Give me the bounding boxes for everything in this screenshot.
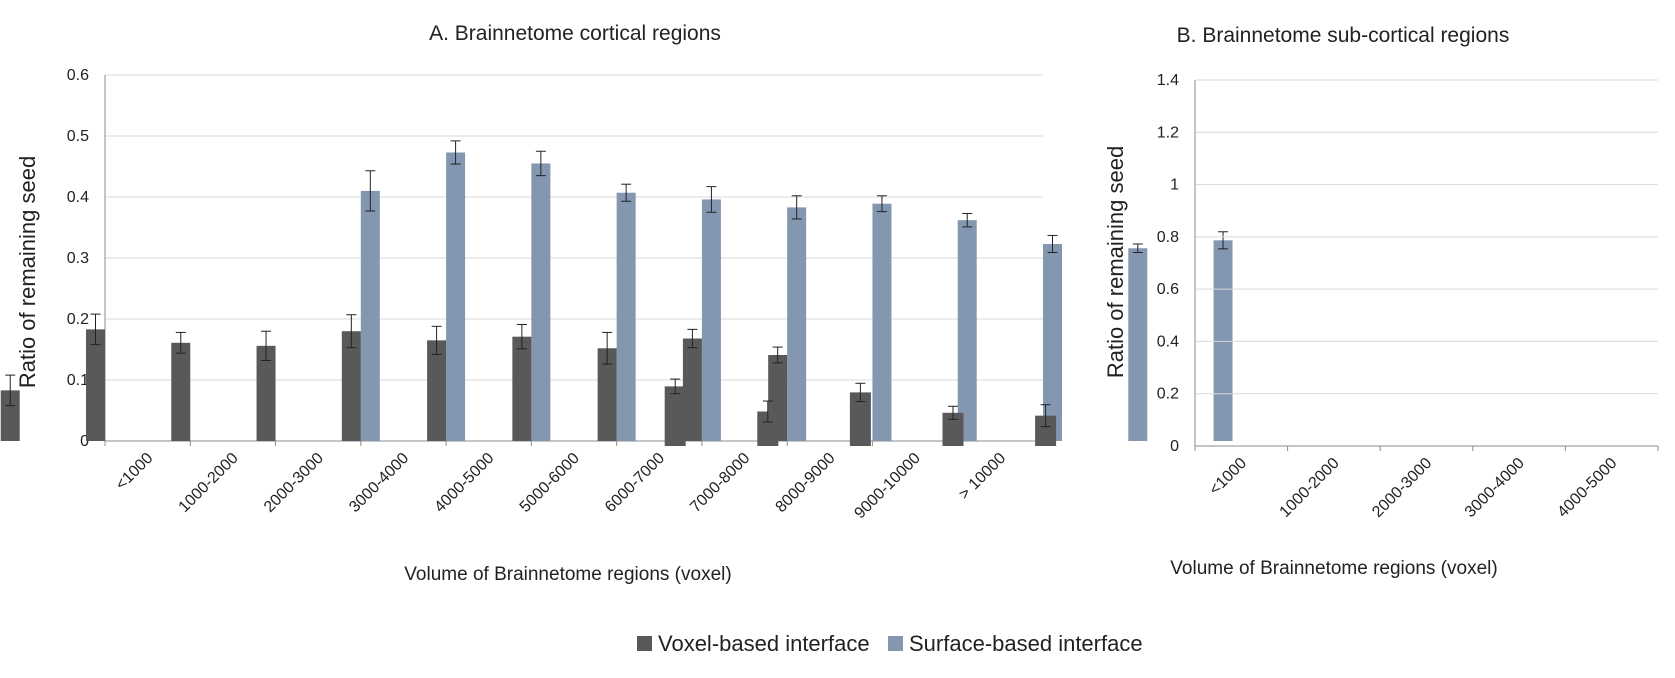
bar-voxel (682, 338, 702, 441)
chart-b-title: B. Brainnetome sub-cortical regions (1177, 24, 1510, 47)
bar-voxel (512, 336, 532, 441)
legend-swatch-surface (888, 636, 903, 651)
bar-surface (701, 199, 721, 441)
bar-voxel (1035, 415, 1057, 446)
legend-label-surface: Surface-based interface (909, 631, 1143, 656)
bar-voxel (427, 340, 447, 441)
y-tick-label: 0.1 (67, 372, 89, 389)
x-tick-label: 9000-10000 (851, 450, 923, 522)
chart-a-ylabel: Ratio of remaining seed (15, 156, 40, 388)
x-tick-label: 2000-3000 (1369, 455, 1435, 521)
legend-swatch-voxel (637, 636, 652, 651)
x-tick-label: 2000-3000 (261, 450, 327, 516)
x-tick-label: 3000-4000 (346, 450, 412, 516)
x-tick-label: 5000-6000 (517, 450, 583, 516)
y-tick-label: 0.3 (67, 250, 89, 267)
chart-a-title: A. Brainnetome cortical regions (429, 22, 721, 45)
y-tick-label: 0.8 (1157, 229, 1179, 246)
x-tick-label: <1000 (1206, 455, 1250, 499)
y-tick-label: 0.4 (67, 189, 89, 206)
bar-surface (1213, 240, 1233, 441)
bar-surface (1043, 243, 1062, 441)
y-tick-label: 0.4 (1157, 333, 1179, 350)
bar-voxel (341, 331, 361, 441)
chart-subcortical: B. Brainnetome sub-cortical regions Rati… (664, 24, 1659, 579)
bar-voxel (256, 345, 276, 441)
bar-surface (531, 163, 551, 441)
legend: Voxel-based interface Surface-based inte… (637, 631, 1143, 656)
bar-surface (1128, 248, 1148, 441)
x-tick-label: 6000-7000 (602, 450, 668, 516)
bar-voxel (757, 411, 779, 446)
bar-voxel (942, 412, 964, 446)
bar-voxel (86, 329, 105, 441)
x-tick-label: > 10000 (956, 450, 1009, 503)
bar-surface (957, 220, 977, 441)
y-tick-label: 0 (80, 433, 89, 450)
chart-cortical: A. Brainnetome cortical regions Ratio of… (0, 22, 1233, 585)
bar-voxel (171, 342, 191, 441)
chart-b-xlabel: Volume of Brainnetome regions (voxel) (1170, 558, 1497, 579)
bar-voxel (849, 392, 871, 446)
x-tick-label: 4000-5000 (1554, 455, 1620, 521)
y-tick-label: 0.6 (67, 67, 89, 84)
y-tick-label: 0.2 (67, 311, 89, 328)
x-tick-label: 7000-8000 (687, 450, 753, 516)
y-tick-label: 0.5 (67, 128, 89, 145)
bar-surface (787, 207, 807, 441)
bar-voxel (0, 390, 20, 441)
x-tick-label: 1000-2000 (176, 450, 242, 516)
chart-b-ylabel: Ratio of remaining seed (1103, 146, 1128, 378)
y-tick-label: 1 (1170, 177, 1179, 194)
bar-voxel (664, 386, 686, 446)
x-tick-label: <1000 (113, 450, 157, 494)
bar-surface (360, 190, 380, 441)
x-tick-label: 4000-5000 (431, 450, 497, 516)
y-tick-label: 0 (1170, 438, 1179, 455)
chart-a-xlabel: Volume of Brainnetome regions (voxel) (404, 564, 731, 585)
x-tick-label: 8000-9000 (773, 450, 839, 516)
x-tick-label: 1000-2000 (1277, 455, 1343, 521)
y-tick-label: 1.2 (1157, 124, 1179, 141)
y-tick-label: 0.6 (1157, 281, 1179, 298)
bar-surface (872, 203, 892, 441)
y-tick-label: 0.2 (1157, 386, 1179, 403)
bar-surface (616, 192, 636, 441)
y-tick-label: 1.4 (1157, 72, 1179, 89)
legend-label-voxel: Voxel-based interface (658, 631, 870, 656)
bar-voxel (597, 348, 617, 441)
x-tick-label: 3000-4000 (1462, 455, 1528, 521)
bar-surface (446, 152, 466, 441)
